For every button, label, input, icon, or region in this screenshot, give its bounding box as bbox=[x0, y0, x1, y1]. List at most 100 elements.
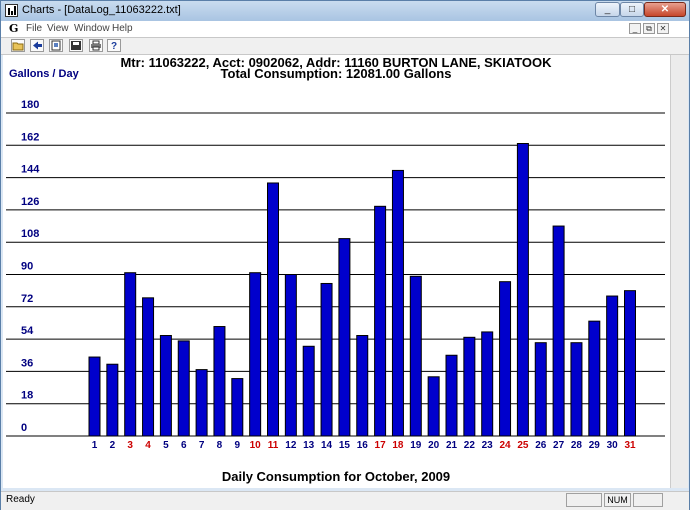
x-tick-label: 18 bbox=[392, 440, 404, 451]
menu-window[interactable]: Window bbox=[74, 23, 110, 34]
menu-view[interactable]: View bbox=[47, 23, 69, 34]
close-button[interactable]: ✕ bbox=[644, 2, 686, 17]
status-bar: Ready NUM bbox=[1, 491, 689, 510]
x-tick-label: 22 bbox=[464, 440, 476, 451]
status-panel-empty bbox=[566, 493, 602, 507]
bar-day-8 bbox=[213, 326, 226, 437]
x-tick-label: 26 bbox=[535, 440, 547, 451]
bar-day-14 bbox=[320, 282, 333, 437]
title-bar[interactable]: Charts - [DataLog_11063222.txt] _ □ ✕ bbox=[1, 1, 689, 21]
window-title: Charts - [DataLog_11063222.txt] bbox=[22, 4, 181, 16]
x-tick-label: 13 bbox=[303, 440, 315, 451]
x-tick-label: 7 bbox=[199, 440, 205, 451]
num-lock-indicator: NUM bbox=[604, 493, 631, 507]
print-icon[interactable] bbox=[89, 39, 103, 52]
x-tick-label: 21 bbox=[446, 440, 458, 451]
x-axis-label: Daily Consumption for October, 2009 bbox=[222, 469, 450, 484]
bar-day-26 bbox=[534, 342, 547, 437]
bar-day-10 bbox=[249, 272, 262, 437]
minimize-button[interactable]: _ bbox=[595, 2, 620, 17]
save-icon[interactable] bbox=[69, 39, 83, 52]
help-icon[interactable]: ? bbox=[107, 39, 121, 52]
x-tick-label: 1 bbox=[92, 440, 98, 451]
y-tick-label: 180 bbox=[21, 99, 39, 111]
menu-help[interactable]: Help bbox=[112, 23, 133, 34]
bar-day-22 bbox=[463, 336, 476, 437]
x-tick-label: 10 bbox=[250, 440, 262, 451]
bar-day-18 bbox=[391, 169, 404, 437]
chart-title: Mtr: 11063222, Acct: 0902062, Addr: 1116… bbox=[120, 55, 552, 70]
x-tick-label: 14 bbox=[321, 440, 333, 451]
menu-file[interactable]: File bbox=[26, 23, 43, 34]
chart-area: Mtr: 11063222, Acct: 0902062, Addr: 1116… bbox=[3, 55, 670, 488]
x-tick-label: 16 bbox=[357, 440, 369, 451]
export-icon[interactable] bbox=[49, 39, 63, 52]
x-tick-label: 17 bbox=[375, 440, 387, 451]
mdi-minimize-button[interactable]: _ bbox=[629, 23, 641, 34]
y-tick-label: 162 bbox=[21, 131, 39, 143]
bar-day-4 bbox=[142, 297, 155, 437]
app-menu-icon[interactable]: G bbox=[9, 22, 19, 35]
x-tick-label: 3 bbox=[127, 440, 133, 451]
y-tick-label: 18 bbox=[21, 390, 33, 402]
toolbar: ? bbox=[1, 38, 689, 55]
x-tick-label: 27 bbox=[553, 440, 565, 451]
open-icon[interactable] bbox=[11, 39, 25, 52]
y-tick-label: 72 bbox=[21, 293, 33, 305]
bar-day-7 bbox=[195, 369, 208, 437]
vertical-scrollbar[interactable] bbox=[670, 55, 688, 488]
chart-subtitle: Total Consumption: 12081.00 Gallons bbox=[221, 66, 452, 81]
bar-day-16 bbox=[356, 335, 369, 437]
x-tick-label: 15 bbox=[339, 440, 351, 451]
bar-day-25 bbox=[516, 143, 529, 437]
x-tick-label: 11 bbox=[268, 440, 279, 451]
x-tick-label: 23 bbox=[482, 440, 494, 451]
bar-day-1 bbox=[88, 356, 101, 437]
bar-day-29 bbox=[588, 320, 601, 437]
daily-consumption-chart: Mtr: 11063222, Acct: 0902062, Addr: 1116… bbox=[6, 55, 665, 484]
x-tick-label: 25 bbox=[517, 440, 529, 451]
status-panel-empty-2 bbox=[633, 493, 663, 507]
bar-day-24 bbox=[499, 281, 512, 437]
bar-day-3 bbox=[124, 272, 137, 437]
y-tick-label: 126 bbox=[21, 196, 39, 208]
y-tick-label: 108 bbox=[21, 228, 39, 240]
x-tick-label: 9 bbox=[235, 440, 241, 451]
bar-day-31 bbox=[624, 290, 636, 437]
bar-day-27 bbox=[552, 225, 565, 437]
bar-day-28 bbox=[570, 342, 583, 437]
x-tick-label: 30 bbox=[607, 440, 619, 451]
y-tick-label: 90 bbox=[21, 261, 33, 273]
x-tick-label: 12 bbox=[285, 440, 297, 451]
y-tick-label: 36 bbox=[21, 357, 33, 369]
bar-day-12 bbox=[284, 274, 297, 437]
bar-day-9 bbox=[231, 378, 244, 437]
x-tick-label: 6 bbox=[181, 440, 187, 451]
x-tick-label: 5 bbox=[163, 440, 169, 451]
y-axis-label: Gallons / Day bbox=[9, 68, 80, 80]
bar-day-13 bbox=[302, 345, 315, 437]
x-tick-label: 20 bbox=[428, 440, 440, 451]
bar-day-30 bbox=[606, 295, 619, 437]
bar-day-6 bbox=[177, 340, 190, 437]
mdi-close-button[interactable]: ✕ bbox=[657, 23, 669, 34]
chart-app-icon bbox=[5, 4, 18, 17]
menu-bar: G File View Window Help _ ⧉ ✕ bbox=[1, 21, 689, 38]
status-text: Ready bbox=[6, 494, 35, 505]
x-tick-label: 19 bbox=[410, 440, 422, 451]
y-tick-label: 54 bbox=[21, 325, 34, 337]
bar-day-20 bbox=[427, 376, 440, 437]
svg-text:?: ? bbox=[111, 41, 117, 51]
back-icon[interactable] bbox=[30, 39, 44, 52]
x-tick-label: 29 bbox=[589, 440, 601, 451]
y-tick-label: 0 bbox=[21, 422, 27, 434]
bar-day-2 bbox=[106, 363, 119, 437]
bar-day-15 bbox=[338, 238, 351, 437]
x-tick-label: 4 bbox=[145, 440, 151, 451]
bar-day-21 bbox=[445, 354, 458, 437]
bar-day-17 bbox=[374, 205, 387, 437]
maximize-button[interactable]: □ bbox=[620, 2, 644, 17]
bar-day-23 bbox=[481, 331, 494, 437]
mdi-restore-button[interactable]: ⧉ bbox=[643, 23, 655, 34]
